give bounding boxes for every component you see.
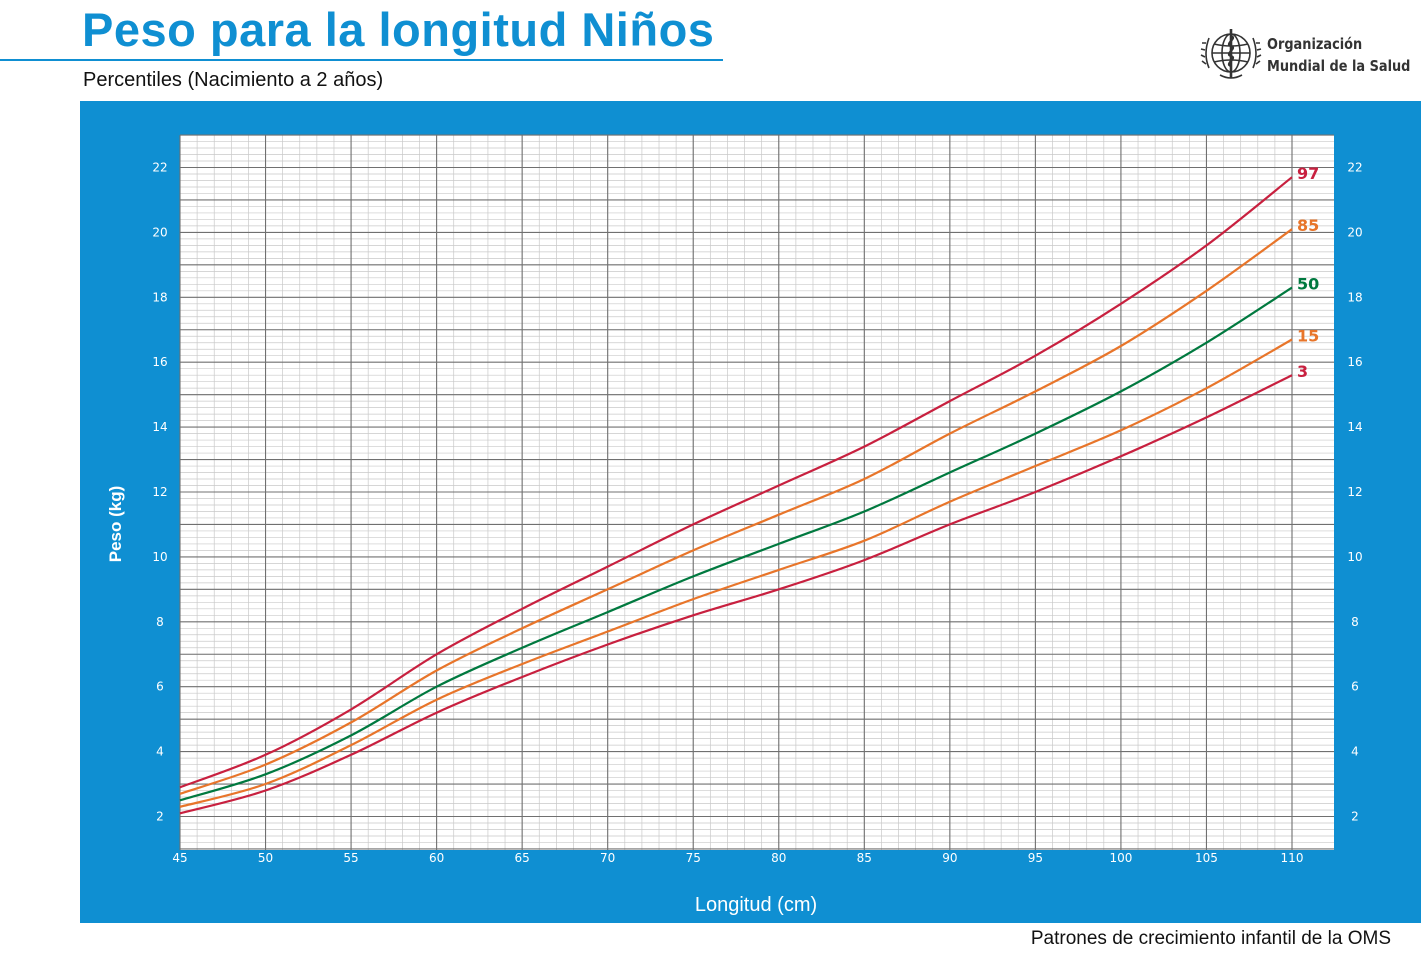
page-subtitle: Percentiles (Nacimiento a 2 años) (83, 69, 384, 91)
percentile-curve-3 (179, 374, 1293, 815)
who-logo: Organización Mundial de la Salud (1200, 24, 1410, 84)
y-tick-label-right: 10 (1347, 550, 1362, 564)
x-tick-label: 45 (172, 851, 187, 865)
y-tick-labels-left: 2 4 6 8 10 12 14 16 18 20 22 (152, 161, 167, 824)
x-tick-label: 50 (258, 851, 273, 865)
x-tick-label: 80 (771, 851, 786, 865)
percentile-label-15: 15 (1297, 326, 1319, 345)
y-tick-label-left: 12 (152, 485, 167, 499)
y-tick-label-left: 4 (156, 745, 164, 759)
source-note: Patrones de crecimiento infantil de la O… (1030, 928, 1391, 949)
x-tick-label: 90 (942, 851, 957, 865)
y-tick-label-right: 18 (1347, 290, 1362, 304)
y-axis-title: Peso (kg) (106, 486, 125, 563)
y-tick-label-left: 2 (156, 810, 164, 824)
percentile-curve-15 (179, 338, 1293, 808)
who-emblem-icon (1200, 29, 1262, 79)
x-tick-label: 100 (1109, 851, 1132, 865)
percentile-label-97: 97 (1297, 164, 1319, 183)
percentile-curve-97 (179, 176, 1293, 789)
y-tick-label-right: 22 (1347, 161, 1362, 175)
x-tick-labels: 45 50 55 60 65 70 75 80 85 90 95 100 105 110 (172, 851, 1303, 865)
y-tick-label-right: 14 (1347, 420, 1362, 434)
y-tick-label-left: 20 (152, 225, 167, 239)
percentile-curve-85 (179, 228, 1293, 795)
percentile-curves (179, 176, 1293, 815)
y-tick-label-right: 6 (1351, 680, 1359, 694)
percentile-label-85: 85 (1297, 216, 1319, 235)
x-tick-label: 55 (343, 851, 358, 865)
y-tick-label-left: 8 (156, 615, 164, 629)
y-tick-label-right: 16 (1347, 355, 1362, 369)
y-tick-label-left: 16 (152, 355, 167, 369)
x-tick-label: 75 (686, 851, 701, 865)
y-tick-label-right: 4 (1351, 745, 1359, 759)
x-tick-label: 105 (1195, 851, 1218, 865)
x-tick-label: 65 (515, 851, 530, 865)
who-logo-line2: Mundial de la Salud (1267, 57, 1411, 75)
percentile-label-3: 3 (1297, 362, 1308, 381)
x-tick-label: 60 (429, 851, 444, 865)
major-gridlines (179, 134, 1334, 850)
percentile-labels: 3 15 50 85 97 (1297, 164, 1319, 381)
who-logo-line1: Organización (1267, 35, 1363, 53)
x-tick-label: 70 (600, 851, 615, 865)
page-title: Peso para la longitud Niños (82, 3, 715, 56)
x-axis-title: Longitud (cm) (695, 894, 817, 916)
weight-for-length-chart: 45 50 55 60 65 70 75 80 85 90 95 100 105 110 2 4 6 8 10 12… (106, 134, 1363, 916)
who-logo-text: Organización Mundial de la Salud (1267, 33, 1410, 77)
y-tick-label-right: 8 (1351, 615, 1359, 629)
x-tick-label: 110 (1281, 851, 1304, 865)
y-tick-label-left: 6 (156, 680, 164, 694)
y-tick-label-left: 18 (152, 290, 167, 304)
chart-frame: 45 50 55 60 65 70 75 80 85 90 95 100 105 110 2 4 6 8 10 12… (80, 101, 1421, 923)
y-tick-label-left: 22 (152, 161, 167, 175)
y-tick-label-left: 10 (152, 550, 167, 564)
y-tick-label-right: 2 (1351, 810, 1359, 824)
percentile-curve-50 (179, 286, 1293, 802)
y-tick-label-right: 12 (1347, 485, 1362, 499)
x-tick-label: 85 (857, 851, 872, 865)
x-tick-label: 95 (1028, 851, 1043, 865)
y-tick-label-right: 20 (1347, 225, 1362, 239)
y-tick-labels-right: 2 4 6 8 10 12 14 16 18 20 22 (1347, 161, 1362, 824)
y-tick-label-left: 14 (152, 420, 167, 434)
percentile-label-50: 50 (1297, 275, 1319, 294)
title-underline (0, 59, 723, 61)
